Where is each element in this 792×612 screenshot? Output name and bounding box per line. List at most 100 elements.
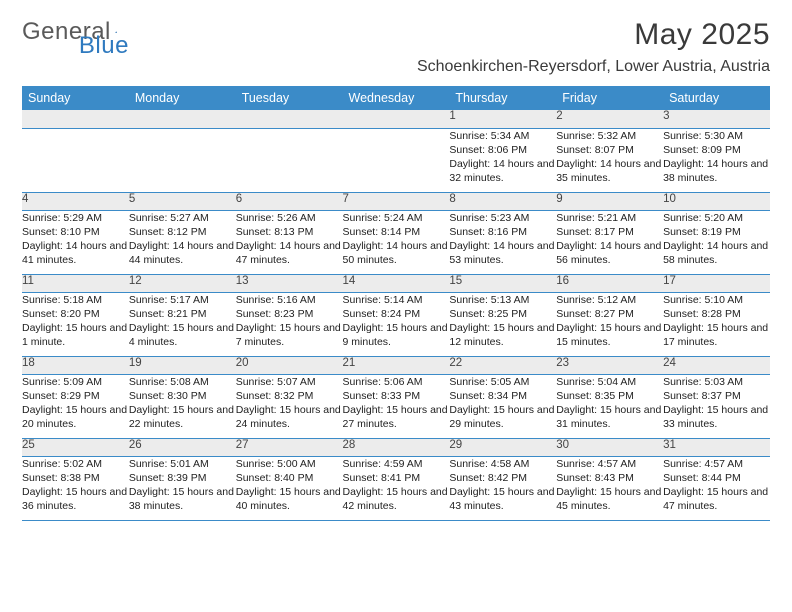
weekday-header: Tuesday [236,86,343,110]
sunrise-line: Sunrise: 5:20 AM [663,211,770,225]
day-content-row: Sunrise: 5:02 AMSunset: 8:38 PMDaylight:… [22,456,770,520]
daylight-line: Daylight: 14 hours and 58 minutes. [663,239,770,267]
sunset-line: Sunset: 8:44 PM [663,471,770,485]
sunrise-line: Sunrise: 5:26 AM [236,211,343,225]
day-number-cell: 11 [22,274,129,292]
day-content-cell [236,128,343,192]
daylight-line: Daylight: 15 hours and 27 minutes. [343,403,450,431]
daylight-line: Daylight: 15 hours and 40 minutes. [236,485,343,513]
sunset-line: Sunset: 8:23 PM [236,307,343,321]
day-content-cell: Sunrise: 5:29 AMSunset: 8:10 PMDaylight:… [22,210,129,274]
day-number-cell: 5 [129,192,236,210]
sunset-line: Sunset: 8:09 PM [663,143,770,157]
sunset-line: Sunset: 8:19 PM [663,225,770,239]
day-number-row: 45678910 [22,192,770,210]
daylight-line: Daylight: 15 hours and 42 minutes. [343,485,450,513]
day-number-cell [343,110,450,128]
daylight-line: Daylight: 14 hours and 44 minutes. [129,239,236,267]
daylight-line: Daylight: 15 hours and 29 minutes. [449,403,556,431]
daylight-line: Daylight: 15 hours and 33 minutes. [663,403,770,431]
day-content-cell: Sunrise: 5:32 AMSunset: 8:07 PMDaylight:… [556,128,663,192]
daylight-line: Daylight: 15 hours and 24 minutes. [236,403,343,431]
day-number-cell: 17 [663,274,770,292]
weekday-header: Thursday [449,86,556,110]
sunset-line: Sunset: 8:13 PM [236,225,343,239]
day-content-cell: Sunrise: 4:57 AMSunset: 8:43 PMDaylight:… [556,456,663,520]
daylight-line: Daylight: 15 hours and 22 minutes. [129,403,236,431]
day-content-cell: Sunrise: 5:03 AMSunset: 8:37 PMDaylight:… [663,374,770,438]
daylight-line: Daylight: 15 hours and 7 minutes. [236,321,343,349]
sunrise-line: Sunrise: 4:58 AM [449,457,556,471]
sunset-line: Sunset: 8:30 PM [129,389,236,403]
day-number-cell [22,110,129,128]
day-number-cell: 14 [343,274,450,292]
day-content-row: Sunrise: 5:29 AMSunset: 8:10 PMDaylight:… [22,210,770,274]
sunset-line: Sunset: 8:35 PM [556,389,663,403]
sunrise-line: Sunrise: 4:57 AM [663,457,770,471]
daylight-line: Daylight: 15 hours and 38 minutes. [129,485,236,513]
day-content-cell: Sunrise: 5:08 AMSunset: 8:30 PMDaylight:… [129,374,236,438]
daylight-line: Daylight: 15 hours and 12 minutes. [449,321,556,349]
location-text: Schoenkirchen-Reyersdorf, Lower Austria,… [417,58,770,76]
sunrise-line: Sunrise: 5:34 AM [449,129,556,143]
sunset-line: Sunset: 8:25 PM [449,307,556,321]
day-content-cell [129,128,236,192]
sunset-line: Sunset: 8:07 PM [556,143,663,157]
day-number-row: 25262728293031 [22,438,770,456]
day-number-cell: 30 [556,438,663,456]
weekday-header: Sunday [22,86,129,110]
sunset-line: Sunset: 8:37 PM [663,389,770,403]
daylight-line: Daylight: 15 hours and 15 minutes. [556,321,663,349]
day-content-cell [343,128,450,192]
day-content-cell: Sunrise: 5:09 AMSunset: 8:29 PMDaylight:… [22,374,129,438]
daylight-line: Daylight: 14 hours and 32 minutes. [449,157,556,185]
sunset-line: Sunset: 8:14 PM [343,225,450,239]
sunset-line: Sunset: 8:41 PM [343,471,450,485]
day-number-cell: 22 [449,356,556,374]
title-block: May 2025 Schoenkirchen-Reyersdorf, Lower… [417,18,770,82]
day-content-cell: Sunrise: 5:21 AMSunset: 8:17 PMDaylight:… [556,210,663,274]
calendar-table: Sunday Monday Tuesday Wednesday Thursday… [22,86,770,521]
sunset-line: Sunset: 8:34 PM [449,389,556,403]
day-number-cell: 20 [236,356,343,374]
day-content-cell: Sunrise: 5:26 AMSunset: 8:13 PMDaylight:… [236,210,343,274]
day-content-cell: Sunrise: 5:16 AMSunset: 8:23 PMDaylight:… [236,292,343,356]
day-number-cell: 27 [236,438,343,456]
day-content-cell: Sunrise: 5:17 AMSunset: 8:21 PMDaylight:… [129,292,236,356]
day-content-cell: Sunrise: 4:57 AMSunset: 8:44 PMDaylight:… [663,456,770,520]
day-content-cell: Sunrise: 5:23 AMSunset: 8:16 PMDaylight:… [449,210,556,274]
day-number-cell: 9 [556,192,663,210]
daylight-line: Daylight: 15 hours and 45 minutes. [556,485,663,513]
sunset-line: Sunset: 8:38 PM [22,471,129,485]
day-number-cell: 10 [663,192,770,210]
header: General Blue May 2025 Schoenkirchen-Reye… [22,18,770,82]
daylight-line: Daylight: 14 hours and 47 minutes. [236,239,343,267]
sunrise-line: Sunrise: 5:16 AM [236,293,343,307]
sunset-line: Sunset: 8:39 PM [129,471,236,485]
daylight-line: Daylight: 15 hours and 36 minutes. [22,485,129,513]
sunset-line: Sunset: 8:27 PM [556,307,663,321]
day-number-cell: 25 [22,438,129,456]
daylight-line: Daylight: 14 hours and 53 minutes. [449,239,556,267]
sunrise-line: Sunrise: 5:00 AM [236,457,343,471]
daylight-line: Daylight: 15 hours and 4 minutes. [129,321,236,349]
day-number-row: 11121314151617 [22,274,770,292]
day-content-cell: Sunrise: 5:13 AMSunset: 8:25 PMDaylight:… [449,292,556,356]
day-content-cell: Sunrise: 5:24 AMSunset: 8:14 PMDaylight:… [343,210,450,274]
sunrise-line: Sunrise: 5:13 AM [449,293,556,307]
sunset-line: Sunset: 8:21 PM [129,307,236,321]
sunrise-line: Sunrise: 5:32 AM [556,129,663,143]
day-content-cell: Sunrise: 5:20 AMSunset: 8:19 PMDaylight:… [663,210,770,274]
day-content-cell: Sunrise: 5:30 AMSunset: 8:09 PMDaylight:… [663,128,770,192]
day-number-cell: 12 [129,274,236,292]
sunset-line: Sunset: 8:42 PM [449,471,556,485]
day-number-cell [129,110,236,128]
sunrise-line: Sunrise: 5:21 AM [556,211,663,225]
day-content-cell [22,128,129,192]
daylight-line: Daylight: 15 hours and 1 minute. [22,321,129,349]
day-content-cell: Sunrise: 5:06 AMSunset: 8:33 PMDaylight:… [343,374,450,438]
day-content-cell: Sunrise: 4:58 AMSunset: 8:42 PMDaylight:… [449,456,556,520]
calendar-body: 123Sunrise: 5:34 AMSunset: 8:06 PMDaylig… [22,110,770,520]
sunrise-line: Sunrise: 5:10 AM [663,293,770,307]
weekday-header: Monday [129,86,236,110]
